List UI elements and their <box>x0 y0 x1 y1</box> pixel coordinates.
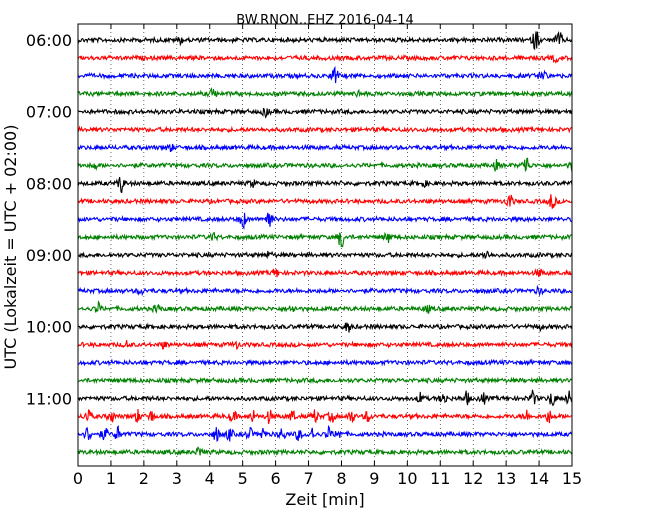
trace-1130 <box>77 424 573 442</box>
trace-0700 <box>77 107 573 119</box>
trace-0600 <box>77 30 573 51</box>
y-tick-label: 06:00 <box>26 31 72 50</box>
x-tick-label: 6 <box>271 469 281 488</box>
trace-0800 <box>77 177 573 194</box>
vertical-grid <box>110 24 540 466</box>
x-tick-label: 10 <box>397 469 417 488</box>
plot-frame <box>77 23 573 467</box>
trace-1100 <box>77 389 573 407</box>
y-tick-label: 11:00 <box>26 389 72 408</box>
x-tick-label: 15 <box>562 469 582 488</box>
trace-0930 <box>77 284 573 297</box>
trace-0900 <box>77 250 573 260</box>
x-tick-label: 8 <box>336 469 346 488</box>
trace-0715 <box>77 125 573 135</box>
x-tick-label: 3 <box>172 469 182 488</box>
trace-0945 <box>77 300 573 315</box>
x-tick-label: 13 <box>496 469 516 488</box>
y-tick-label: 07:00 <box>26 103 72 122</box>
y-axis-label: UTC (Lokalzeit = UTC + 02:00) <box>1 125 20 370</box>
trace-0615 <box>77 53 573 64</box>
traces-group <box>77 30 573 457</box>
x-tick-label: 12 <box>463 469 483 488</box>
trace-1015 <box>77 340 573 351</box>
trace-1030 <box>77 358 573 367</box>
x-tick-label: 5 <box>238 469 248 488</box>
x-tick-label: 9 <box>369 469 379 488</box>
trace-0730 <box>77 143 573 153</box>
trace-1115 <box>77 409 573 424</box>
trace-0830 <box>77 212 573 230</box>
y-tick-label: 09:00 <box>26 246 72 265</box>
y-ticks: 06:00 07:00 08:00 09:00 10:00 11:00 <box>26 31 72 408</box>
x-tick-label: 7 <box>303 469 313 488</box>
y-tick-label: 10:00 <box>26 318 72 337</box>
trace-0745 <box>77 157 573 173</box>
trace-0915 <box>77 268 573 278</box>
x-tick-label: 11 <box>430 469 450 488</box>
trace-0815 <box>77 194 573 209</box>
trace-1045 <box>77 376 573 385</box>
x-tick-label: 1 <box>106 469 116 488</box>
x-tick-label: 0 <box>73 469 83 488</box>
trace-0645 <box>77 86 573 99</box>
trace-1000 <box>77 322 573 333</box>
trace-1145 <box>77 446 573 457</box>
x-ticks: 0 1 2 3 4 5 6 7 8 9 10 11 12 13 14 15 <box>73 24 582 488</box>
trace-0630 <box>77 65 573 84</box>
x-tick-label: 4 <box>205 469 215 488</box>
trace-0845 <box>77 231 573 248</box>
x-tick-label: 14 <box>529 469 549 488</box>
x-axis-label: Zeit [min] <box>285 490 364 509</box>
chart-title: BW.RNON..EHZ 2016-04-14 <box>236 13 414 28</box>
x-tick-label: 2 <box>139 469 149 488</box>
y-tick-label: 08:00 <box>26 174 72 193</box>
